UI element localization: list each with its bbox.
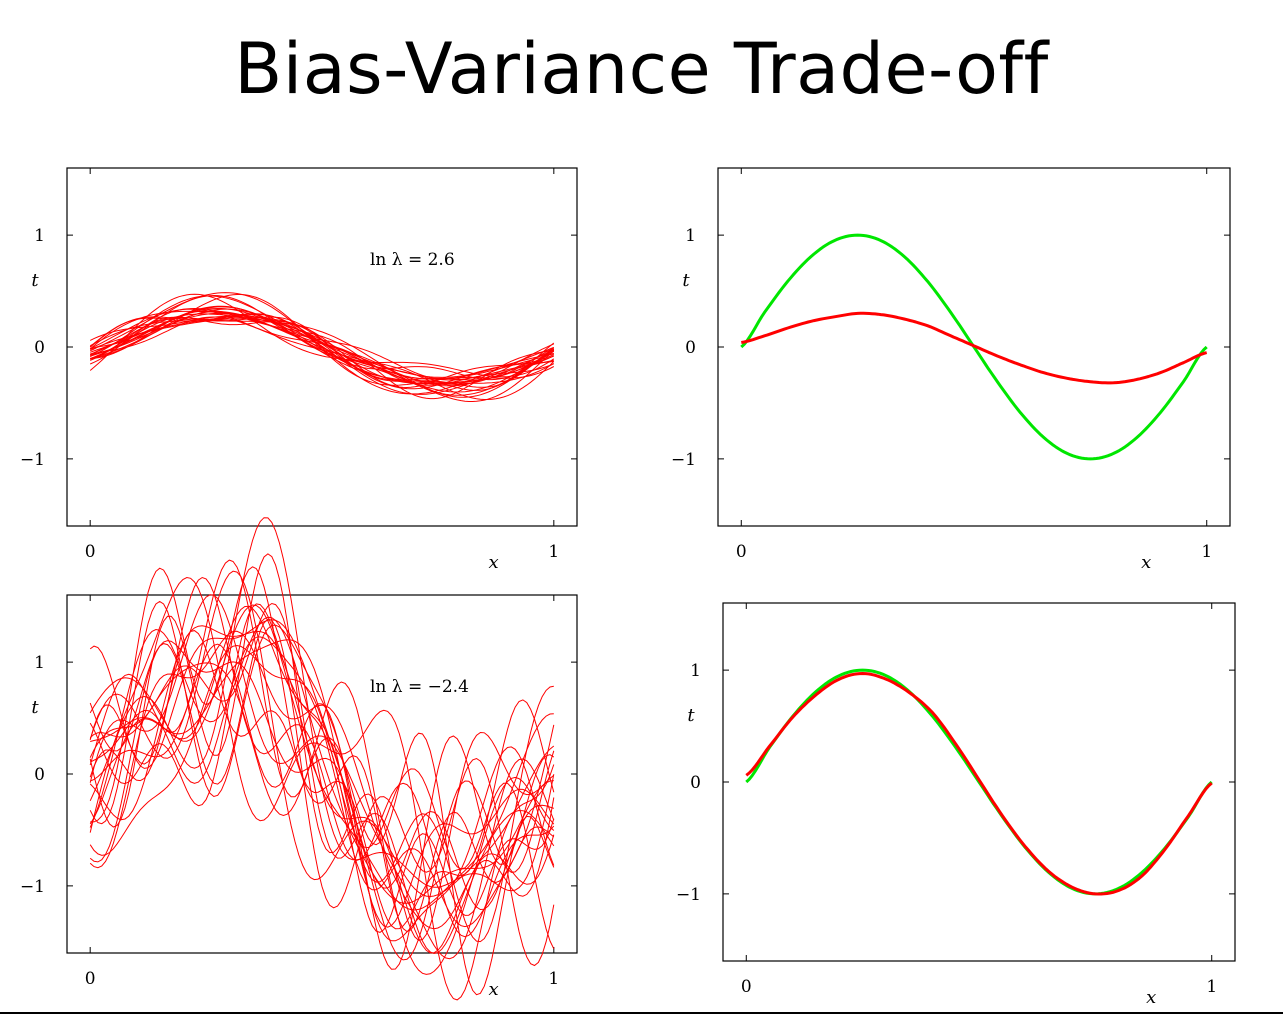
y-tick-label: 0 <box>685 338 696 358</box>
x-tick-label: 0 <box>741 977 752 997</box>
ensemble-curve <box>89 307 555 389</box>
y-axis-label: t <box>687 705 695 726</box>
panel-bottom-left: −1 0 1 0 1 x t ln λ = −2.4 <box>0 517 640 1007</box>
ensemble-curve <box>89 559 555 975</box>
lambda-annotation: ln λ = −2.4 <box>370 677 469 697</box>
ensemble-curve <box>89 662 555 996</box>
ensemble-curve <box>89 625 555 954</box>
series-line <box>741 311 1208 385</box>
y-tick-label: 0 <box>34 765 45 785</box>
ensemble-curve <box>89 644 555 950</box>
x-tick-label: 1 <box>548 542 559 562</box>
plot-bottom-left: −1 0 1 0 1 x t ln λ = −2.4 <box>20 517 578 1001</box>
y-tick-label: 1 <box>685 226 696 246</box>
ensemble-curve <box>90 318 554 380</box>
plot-top-right: −1 0 1 0 1 x t <box>671 167 1231 573</box>
y-axis-label: t <box>31 270 39 291</box>
x-tick-label: 1 <box>548 969 559 989</box>
ensemble-curve <box>90 310 554 400</box>
x-tick-label: 1 <box>1206 977 1217 997</box>
ensemble-curve <box>89 320 555 396</box>
x-tick-label: 1 <box>1201 542 1212 562</box>
panel-bottom-right: −1 0 1 0 1 x t <box>642 595 1282 1015</box>
ensemble-curve <box>90 310 555 398</box>
ensemble-curve <box>89 618 555 967</box>
series-line <box>745 672 1213 896</box>
ensemble-curve <box>89 643 555 942</box>
x-axis-label: x <box>488 552 498 573</box>
x-axis-label: x <box>1141 552 1151 573</box>
ensemble-curve <box>90 566 555 930</box>
y-tick-label: 1 <box>34 226 45 246</box>
x-tick-label: 0 <box>85 969 96 989</box>
x-axis-label: x <box>1146 987 1156 1008</box>
x-tick-label: 0 <box>85 542 96 562</box>
ensemble-curve <box>90 306 555 384</box>
ensemble-curve <box>89 576 555 1001</box>
ensemble-curve <box>89 619 555 961</box>
ensemble-curve <box>89 594 555 960</box>
y-tick-label: −1 <box>676 885 701 905</box>
bottom-divider <box>0 1012 1283 1014</box>
plot-top-left: −1 0 1 0 1 x t ln λ = 2.6 <box>20 167 578 573</box>
x-tick-label: 0 <box>736 542 747 562</box>
y-axis-label: t <box>31 697 39 718</box>
ensemble-curve <box>90 308 555 385</box>
ensemble-curve <box>89 616 554 904</box>
y-tick-label: −1 <box>20 450 45 470</box>
plot-bottom-right: −1 0 1 0 1 x t <box>676 602 1236 1008</box>
lambda-annotation: ln λ = 2.6 <box>370 250 455 270</box>
ensemble-curve <box>89 602 555 955</box>
ensemble-curve <box>89 600 555 970</box>
ensemble-curve <box>89 313 555 381</box>
ensemble-curve <box>89 553 555 941</box>
y-tick-label: 1 <box>34 653 45 673</box>
ensemble-curve <box>89 292 554 395</box>
y-tick-label: 0 <box>34 338 45 358</box>
ensemble-curve <box>89 630 555 930</box>
ensemble-curve <box>89 636 555 928</box>
y-axis-label: t <box>682 270 690 291</box>
y-tick-label: 1 <box>690 661 701 681</box>
ensemble-curve <box>89 570 555 898</box>
ensemble-curve <box>89 293 555 400</box>
ensemble-curve <box>89 639 554 943</box>
y-tick-label: −1 <box>671 450 696 470</box>
slide-title: Bias-Variance Trade-off <box>234 28 1049 110</box>
y-tick-label: 0 <box>690 773 701 793</box>
y-tick-label: −1 <box>20 877 45 897</box>
ensemble-curve <box>89 313 555 384</box>
ensemble-curve <box>89 310 554 395</box>
x-axis-label: x <box>488 979 498 1000</box>
panel-top-left: −1 0 1 0 1 x t ln λ = 2.6 <box>0 160 640 580</box>
panel-top-right: −1 0 1 0 1 x t <box>642 160 1282 580</box>
